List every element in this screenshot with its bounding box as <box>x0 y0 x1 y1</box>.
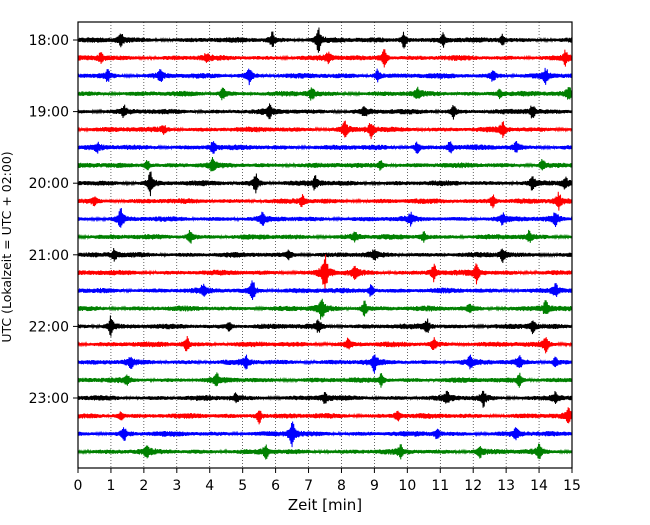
trace-1800 <box>77 27 573 53</box>
x-axis-label: Zeit [min] <box>288 496 362 514</box>
trace-2115 <box>77 254 573 293</box>
x-tick-label: 11 <box>431 478 449 494</box>
x-tick-label: 1 <box>106 478 115 494</box>
plot-frame <box>77 21 573 469</box>
trace-2200 <box>77 315 573 337</box>
x-tick-label: 6 <box>271 478 280 494</box>
trace-2300 <box>77 390 573 408</box>
trace-2215 <box>77 336 573 354</box>
y-axis: 18:00 19:00 20:00 21:00 22:00 23:00 <box>29 33 78 407</box>
trace-1845 <box>77 86 573 101</box>
y-axis-label: UTC (Lokalzeit = UTC + 02:00) <box>0 151 14 342</box>
y-tick-label: 18:00 <box>29 33 69 49</box>
x-tick-label: 3 <box>172 478 181 494</box>
trace-2245 <box>77 372 573 388</box>
grid <box>110 22 540 468</box>
trace-1815 <box>77 49 573 68</box>
x-tick-label: 12 <box>464 478 482 494</box>
x-tick-label: 7 <box>304 478 313 494</box>
traces <box>77 27 573 460</box>
x-tick-label: 2 <box>139 478 148 494</box>
y-tick-label: 20:00 <box>29 176 69 192</box>
trace-2145 <box>77 298 573 320</box>
x-tick-label: 9 <box>370 478 379 494</box>
trace-2230 <box>77 354 573 374</box>
trace-2030 <box>77 207 573 228</box>
x-tick-label: 8 <box>337 478 346 494</box>
trace-2045 <box>77 229 573 244</box>
y-tick-label: 23:00 <box>29 391 69 407</box>
x-tick-label: 4 <box>205 478 214 494</box>
y-tick-label: 19:00 <box>29 105 69 121</box>
trace-1945 <box>77 157 573 172</box>
trace-1900 <box>77 103 573 120</box>
trace-2100 <box>77 247 573 264</box>
trace-1915 <box>77 120 573 140</box>
x-tick-label: 5 <box>238 478 247 494</box>
x-tick-label: 15 <box>563 478 581 494</box>
trace-2330 <box>77 421 573 448</box>
trace-2130 <box>77 280 573 301</box>
y-tick-label: 21:00 <box>29 248 69 264</box>
x-tick-label: 0 <box>74 478 83 494</box>
trace-1930 <box>77 141 573 154</box>
x-tick-label: 13 <box>497 478 515 494</box>
trace-2015 <box>77 191 573 211</box>
trace-2000 <box>77 171 573 197</box>
y-tick-label: 22:00 <box>29 319 69 335</box>
trace-2315 <box>77 407 573 425</box>
trace-1830 <box>77 67 573 86</box>
x-axis: 0 1 2 3 4 5 6 7 8 9 10 11 12 13 14 15 <box>74 468 581 494</box>
x-tick-label: 14 <box>530 478 548 494</box>
x-tick-label: 10 <box>398 478 416 494</box>
trace-2345 <box>77 443 573 460</box>
